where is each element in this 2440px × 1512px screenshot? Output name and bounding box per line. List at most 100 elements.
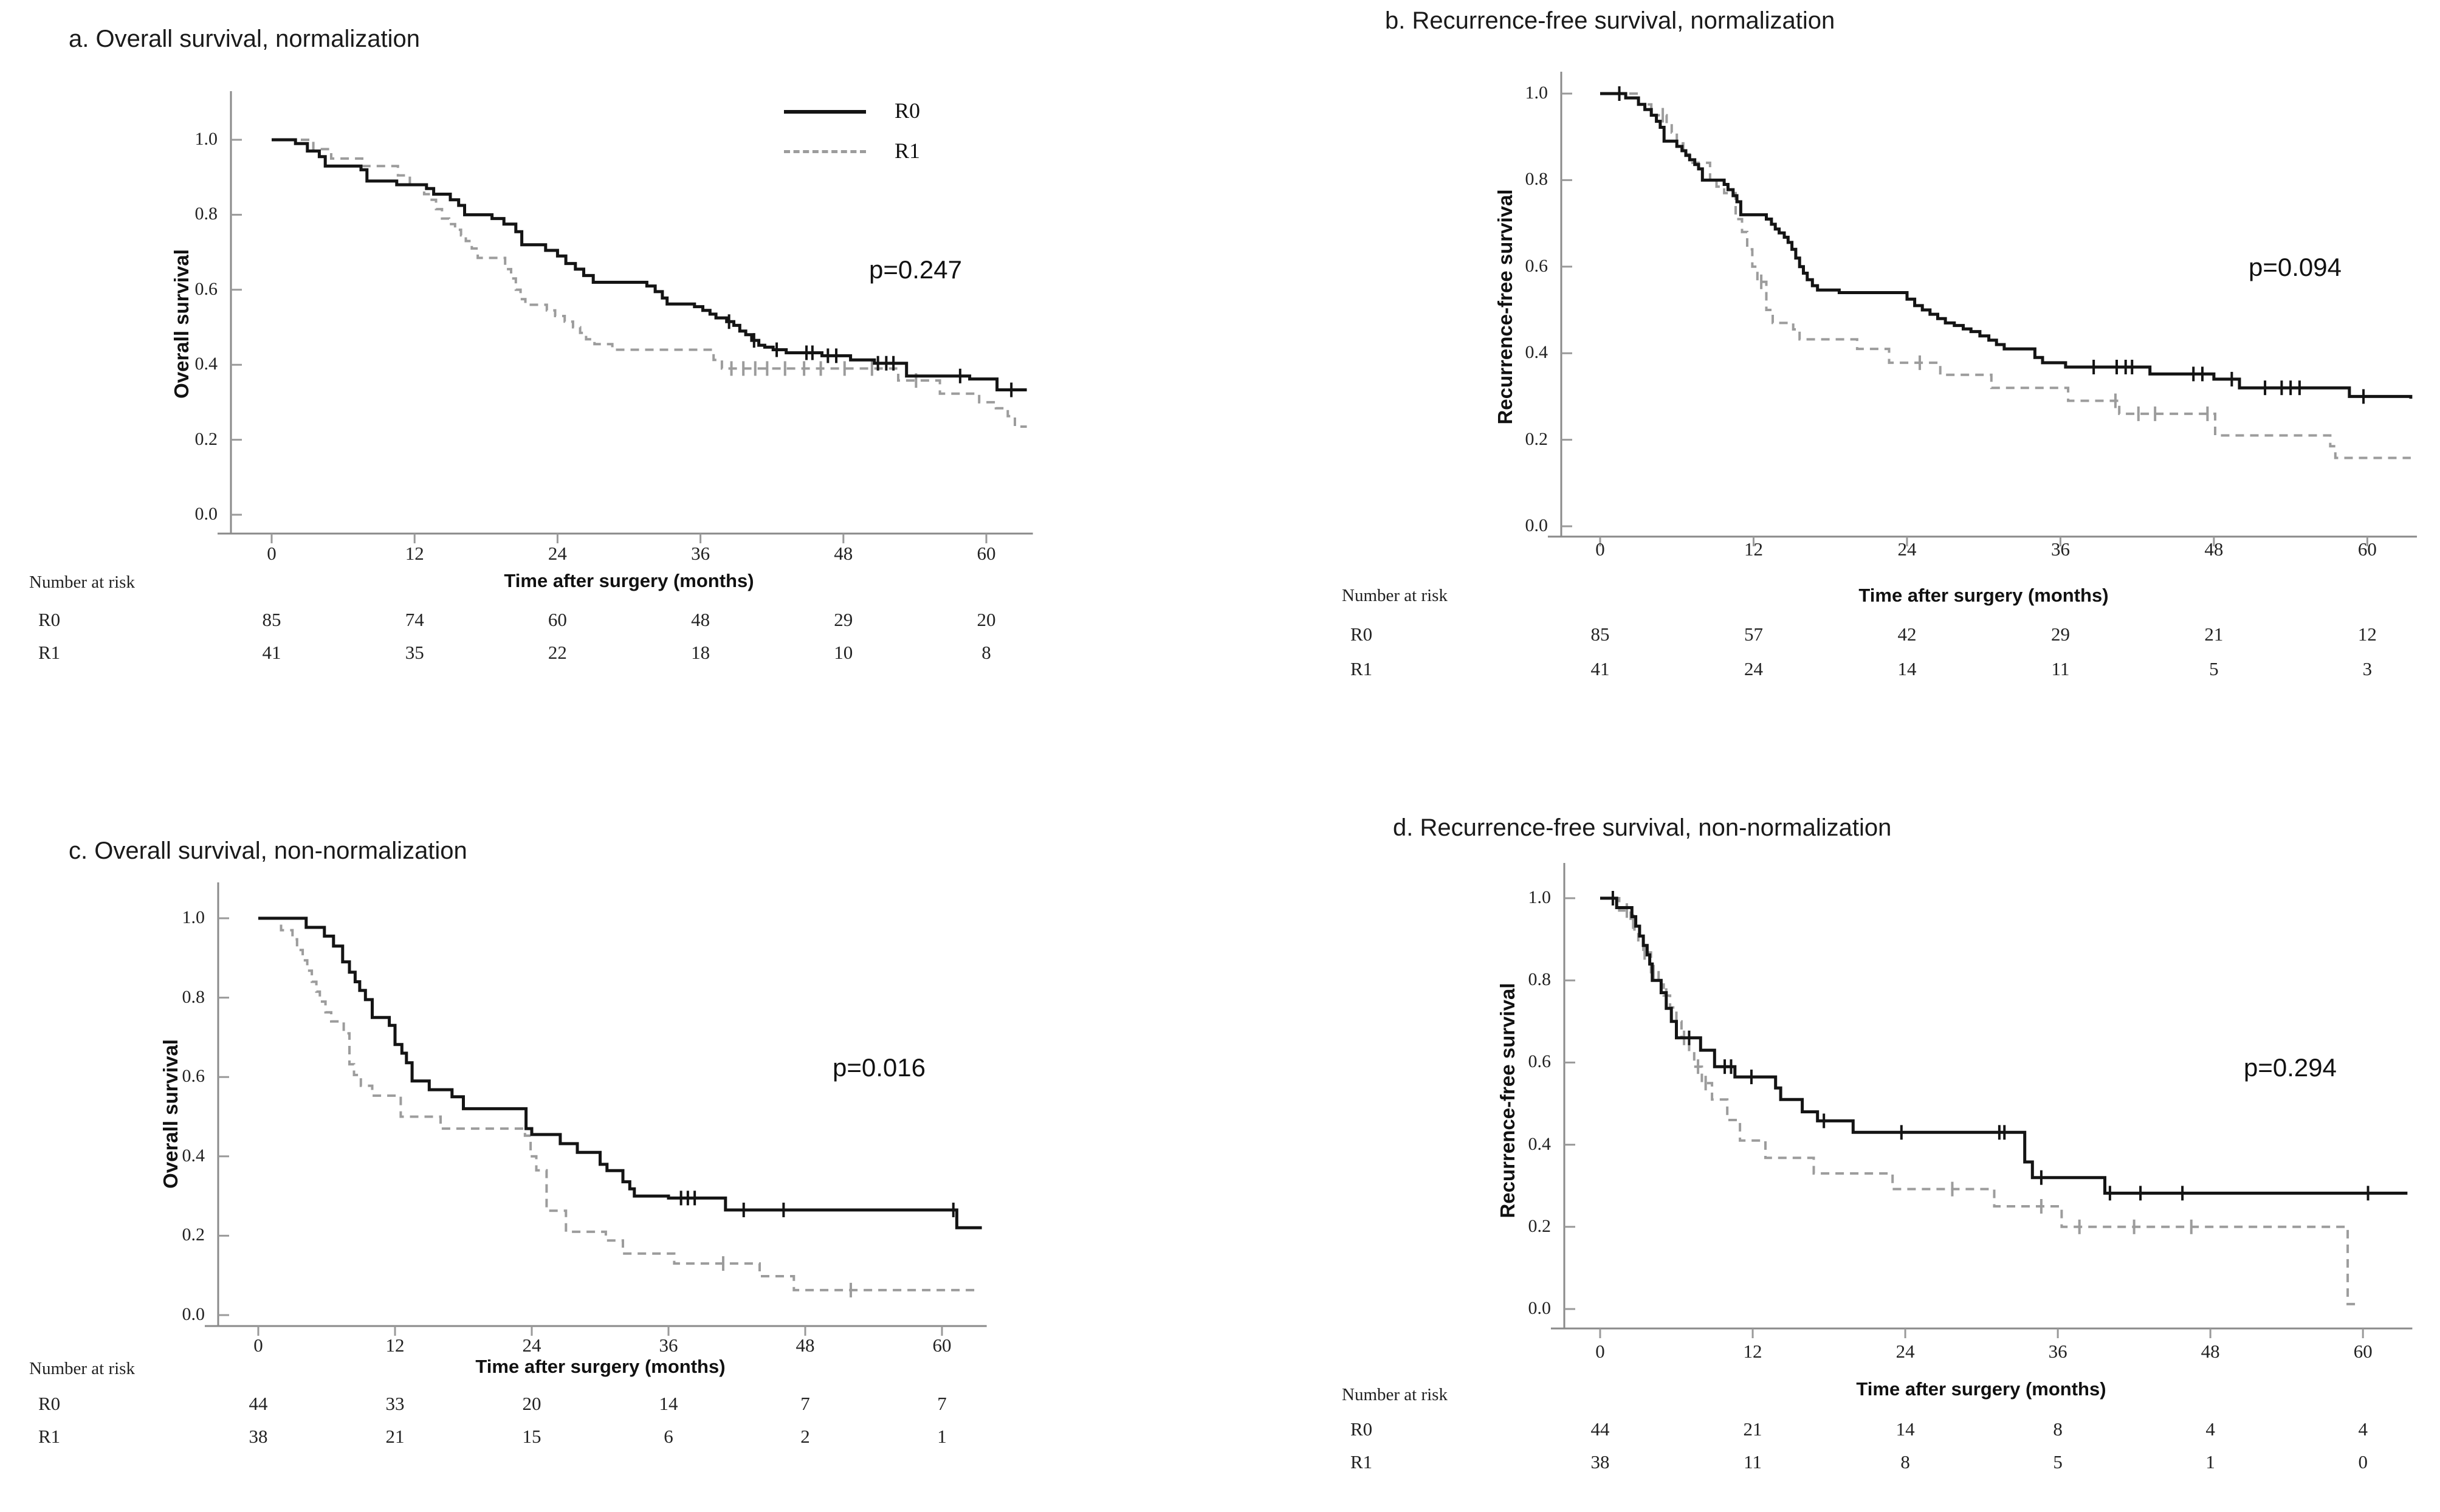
y-axis-label: Overall survival bbox=[159, 1039, 182, 1189]
survival-curve-R1 bbox=[272, 139, 1027, 428]
x-axis-label: Time after surgery (months) bbox=[1858, 585, 2109, 606]
risk-value: 11 bbox=[2051, 658, 2070, 679]
x-tick-label: 60 bbox=[2353, 1341, 2373, 1362]
risk-row-name: R1 bbox=[1350, 658, 1373, 679]
legend-label: R0 bbox=[895, 98, 921, 123]
y-tick-label: 0.6 bbox=[194, 278, 218, 299]
risk-value: 20 bbox=[522, 1393, 541, 1414]
risk-value: 24 bbox=[1744, 658, 1763, 679]
x-axis-label: Time after surgery (months) bbox=[475, 1356, 726, 1377]
survival-curve-R0 bbox=[1600, 896, 2408, 1195]
x-tick-label: 48 bbox=[2201, 1341, 2220, 1362]
risk-value: 8 bbox=[2053, 1418, 2063, 1440]
risk-value: 14 bbox=[1897, 658, 1917, 679]
x-tick-label: 24 bbox=[522, 1335, 541, 1356]
risk-value: 57 bbox=[1744, 624, 1763, 645]
risk-value: 44 bbox=[249, 1393, 268, 1414]
risk-value: 74 bbox=[405, 609, 424, 630]
x-tick-label: 0 bbox=[1595, 538, 1605, 560]
risk-value: 44 bbox=[1590, 1418, 1610, 1440]
y-tick-label: 0.6 bbox=[182, 1066, 205, 1087]
risk-value: 5 bbox=[2053, 1451, 2063, 1472]
risk-row-name: R0 bbox=[1350, 624, 1373, 645]
y-tick-label: 1.0 bbox=[182, 907, 205, 927]
y-tick-label: 0.2 bbox=[194, 428, 218, 449]
risk-value: 41 bbox=[262, 642, 281, 663]
legend-item-R0: R0 bbox=[784, 98, 966, 123]
risk-value: 3 bbox=[2362, 658, 2373, 679]
x-tick-label: 24 bbox=[548, 543, 567, 564]
risk-value: 41 bbox=[1590, 658, 1610, 679]
panel-title: c. Overall survival, non-normalization bbox=[69, 837, 467, 864]
risk-value: 6 bbox=[664, 1426, 673, 1447]
risk-value: 21 bbox=[1743, 1418, 1762, 1440]
y-tick-label: 0.4 bbox=[182, 1145, 205, 1166]
risk-value: 12 bbox=[2357, 624, 2377, 645]
x-tick-label: 60 bbox=[932, 1335, 952, 1356]
risk-value: 4 bbox=[2205, 1418, 2215, 1440]
risk-value: 11 bbox=[1744, 1451, 1762, 1472]
panel-title: a. Overall survival, normalization bbox=[69, 26, 420, 52]
risk-value: 29 bbox=[2050, 624, 2070, 645]
y-axis-label: Recurrence-free survival bbox=[1496, 983, 1519, 1218]
risk-value: 35 bbox=[405, 642, 424, 663]
risk-value: 21 bbox=[2204, 624, 2224, 645]
x-tick-label: 48 bbox=[796, 1335, 815, 1356]
x-axis-label: Time after surgery (months) bbox=[1856, 1378, 2106, 1400]
y-tick-label: 0.6 bbox=[1525, 255, 1548, 276]
x-axis-label: Time after surgery (months) bbox=[504, 570, 754, 591]
y-tick-label: 0.2 bbox=[1525, 428, 1548, 449]
risk-value: 10 bbox=[834, 642, 853, 663]
x-tick-label: 0 bbox=[1595, 1341, 1605, 1362]
risk-value: 8 bbox=[1900, 1451, 1910, 1472]
risk-row-name: R1 bbox=[1350, 1451, 1373, 1472]
risk-value: 14 bbox=[1895, 1418, 1915, 1440]
risk-row-name: R0 bbox=[38, 1393, 61, 1414]
p-value: p=0.094 bbox=[2249, 253, 2342, 281]
p-value: p=0.294 bbox=[2244, 1053, 2337, 1082]
risk-value: 29 bbox=[834, 609, 853, 630]
y-tick-label: 0.4 bbox=[194, 354, 218, 374]
number-at-risk-label: Number at risk bbox=[29, 572, 135, 592]
risk-row-name: R1 bbox=[38, 1426, 61, 1447]
legend-label: R1 bbox=[895, 139, 921, 163]
risk-value: 1 bbox=[2205, 1451, 2215, 1472]
x-tick-label: 36 bbox=[691, 543, 710, 564]
survival-curve-R1 bbox=[258, 917, 977, 1291]
legend-item-R1: R1 bbox=[784, 139, 966, 163]
risk-value: 2 bbox=[800, 1426, 810, 1447]
risk-value: 60 bbox=[548, 609, 567, 630]
x-tick-label: 24 bbox=[1897, 538, 1917, 560]
x-tick-label: 12 bbox=[405, 543, 424, 564]
risk-value: 42 bbox=[1897, 624, 1917, 645]
y-tick-label: 0.0 bbox=[1528, 1298, 1552, 1318]
y-tick-label: 0.0 bbox=[182, 1304, 205, 1324]
y-tick-label: 1.0 bbox=[1528, 887, 1552, 907]
panel-title: d. Recurrence-free survival, non-normali… bbox=[1393, 814, 1892, 841]
x-tick-label: 12 bbox=[1744, 538, 1763, 560]
y-tick-label: 0.4 bbox=[1528, 1133, 1552, 1154]
risk-value: 7 bbox=[937, 1393, 947, 1414]
number-at-risk-label: Number at risk bbox=[1342, 1385, 1448, 1404]
risk-value: 1 bbox=[937, 1426, 947, 1447]
survival-curve-R1 bbox=[1600, 92, 2411, 459]
y-axis-label: Overall survival bbox=[170, 249, 193, 399]
y-tick-label: 0.8 bbox=[1528, 969, 1552, 990]
x-tick-label: 0 bbox=[267, 543, 277, 564]
risk-value: 22 bbox=[548, 642, 567, 663]
x-tick-label: 60 bbox=[977, 543, 996, 564]
survival-curve-R0 bbox=[1600, 92, 2413, 399]
x-tick-label: 36 bbox=[2048, 1341, 2067, 1362]
y-tick-label: 0.2 bbox=[182, 1225, 205, 1245]
risk-value: 8 bbox=[981, 642, 991, 663]
x-tick-label: 36 bbox=[2050, 538, 2070, 560]
dashed-line-sample bbox=[784, 150, 866, 153]
risk-row-name: R0 bbox=[1350, 1418, 1373, 1440]
y-tick-label: 0.8 bbox=[182, 986, 205, 1007]
risk-value: 33 bbox=[385, 1393, 405, 1414]
p-value: p=0.247 bbox=[869, 255, 962, 284]
y-tick-label: 1.0 bbox=[1525, 83, 1548, 103]
risk-value: 5 bbox=[2209, 658, 2219, 679]
risk-value: 85 bbox=[1590, 624, 1610, 645]
